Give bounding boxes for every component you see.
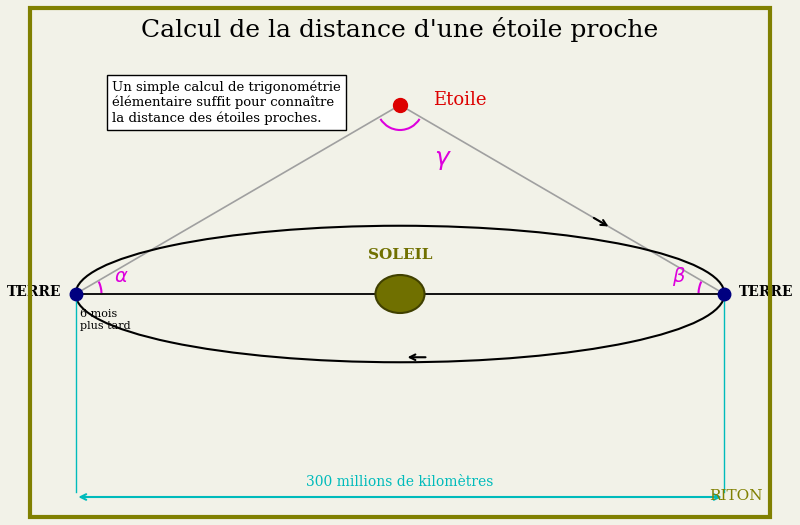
- Text: $\gamma$: $\gamma$: [434, 148, 451, 172]
- Text: $\alpha$: $\alpha$: [114, 267, 128, 286]
- Text: $\beta$: $\beta$: [672, 265, 686, 288]
- Text: 6 mois
plus tard: 6 mois plus tard: [80, 309, 131, 331]
- Ellipse shape: [375, 275, 425, 313]
- Text: SOLEIL: SOLEIL: [368, 248, 432, 262]
- Text: Etoile: Etoile: [433, 91, 486, 109]
- Text: Calcul de la distance d'une étoile proche: Calcul de la distance d'une étoile proch…: [142, 17, 658, 43]
- Text: Un simple calcul de trigonométrie
élémentaire suffit pour connaître
la distance : Un simple calcul de trigonométrie élémen…: [112, 80, 341, 125]
- Text: RITON: RITON: [710, 489, 763, 503]
- Text: TERRE: TERRE: [738, 285, 793, 299]
- Text: 300 millions de kilomètres: 300 millions de kilomètres: [306, 475, 494, 489]
- Text: TERRE: TERRE: [7, 285, 62, 299]
